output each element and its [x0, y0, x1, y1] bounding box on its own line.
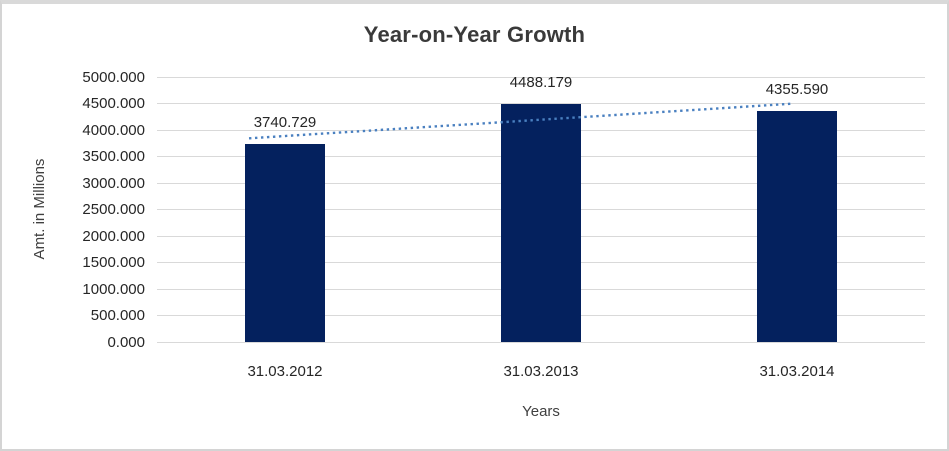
- x-axis-title: Years: [522, 403, 560, 420]
- plot-area: 3740.729 4488.179 4355.590: [157, 74, 925, 343]
- bar-value-label: 4488.179: [509, 74, 573, 92]
- y-tick-label: 5000.000: [82, 68, 145, 86]
- x-tick-label: 31.03.2014: [759, 363, 835, 380]
- gridline: [157, 341, 925, 343]
- x-tick-label: 31.03.2012: [247, 363, 323, 380]
- gridline: [157, 103, 925, 104]
- y-tick-label: 3000.000: [82, 174, 145, 192]
- y-tick-label: 4500.000: [82, 95, 145, 112]
- y-tick-label: 4000.000: [82, 121, 145, 139]
- trendline: [248, 102, 793, 140]
- y-tick-label: 1500.000: [82, 254, 145, 271]
- y-tick-label: 3500.000: [82, 148, 145, 165]
- y-tick-label: 0.000: [107, 333, 145, 351]
- trendline-layer: [248, 102, 793, 140]
- gridline: [157, 76, 925, 78]
- x-tick-label: 31.03.2013: [503, 363, 579, 380]
- bar-value-label: 4355.590: [765, 81, 829, 99]
- y-tick-label: 2500.000: [82, 201, 145, 218]
- bar: [757, 111, 837, 342]
- y-tick-label: 500.000: [90, 307, 145, 324]
- bar: [245, 143, 325, 342]
- y-tick-label: 2000.000: [82, 227, 145, 245]
- chart-title: Year-on-Year Growth: [363, 22, 586, 47]
- y-tick-label: 1000.000: [82, 280, 145, 298]
- bar: [501, 104, 581, 342]
- bar-value-label: 3740.729: [253, 113, 317, 131]
